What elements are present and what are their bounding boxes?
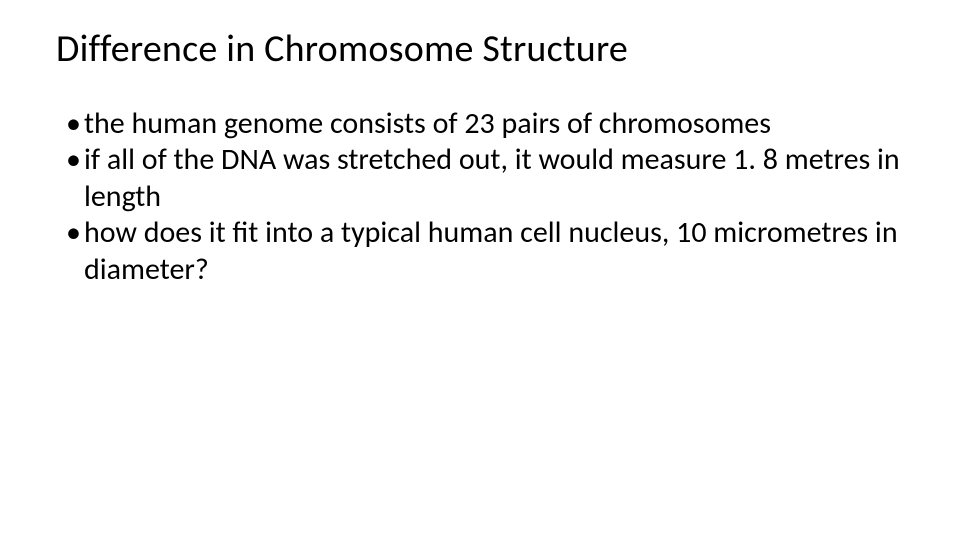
slide-title: Difference in Chromosome Structure <box>56 28 904 72</box>
bullet-item: the human genome consists of 23 pairs of… <box>66 106 904 143</box>
bullet-list: the human genome consists of 23 pairs of… <box>56 106 904 289</box>
bullet-item: if all of the DNA was stretched out, it … <box>66 142 904 215</box>
bullet-item: how does it fit into a typical human cel… <box>66 215 904 288</box>
slide: Difference in Chromosome Structure the h… <box>0 0 960 540</box>
